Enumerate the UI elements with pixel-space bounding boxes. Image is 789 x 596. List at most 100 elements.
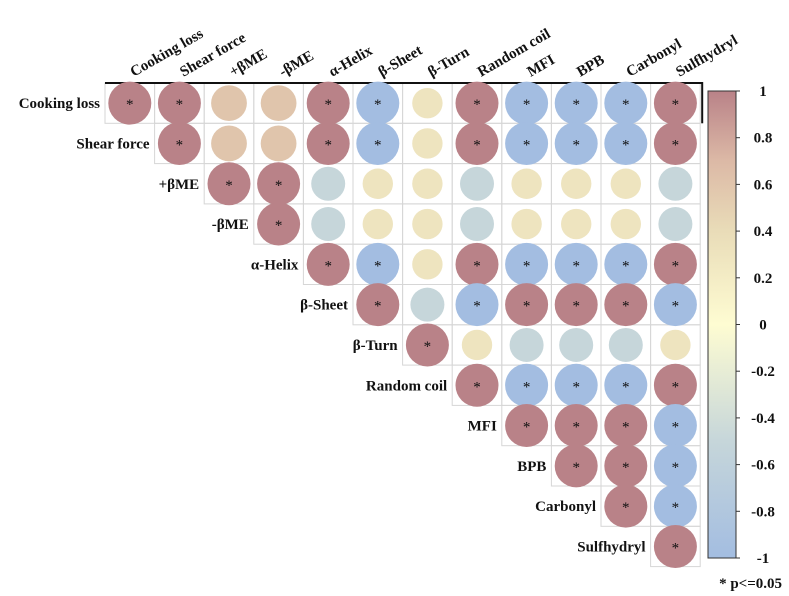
circle-me-random-coil xyxy=(460,166,494,201)
significance-star: * xyxy=(523,420,531,436)
circle-mfi-sulfhydryl xyxy=(653,404,697,448)
significance-star: * xyxy=(572,379,580,395)
significance-star: * xyxy=(572,137,580,153)
circle-random-coil-random-coil xyxy=(455,363,499,407)
circle-me-sulfhydryl xyxy=(658,207,693,242)
circle-me-helix xyxy=(311,207,346,242)
row-label-turn: β-Turn xyxy=(353,338,399,354)
circle-me-turn xyxy=(412,168,443,199)
significance-star: * xyxy=(622,420,630,436)
row-label-random-coil: Random coil xyxy=(366,378,447,394)
significance-star: * xyxy=(672,97,680,113)
significance-star: * xyxy=(324,137,332,153)
significance-star: * xyxy=(622,460,630,476)
circle-shear-force-bpb xyxy=(554,121,598,165)
circle-shear-force-sulfhydryl xyxy=(653,121,697,165)
significance-star: * xyxy=(473,379,481,395)
column-label-carbonyl: Carbonyl xyxy=(624,36,685,80)
circle-me-bpb xyxy=(561,168,592,199)
significance-star: * xyxy=(572,420,580,436)
significance-star: * xyxy=(275,178,283,194)
significance-star: * xyxy=(572,97,580,113)
circle-helix-carbonyl xyxy=(604,242,648,286)
circle-cooking-loss-turn xyxy=(412,87,443,119)
correlation-circles: * * * * * * * * * * * * * * * * * * * * * * * * * * * * * * * * * * * * * * * *… xyxy=(108,81,697,568)
colorbar-tick-label: -1 xyxy=(757,551,770,567)
significance-star: * xyxy=(324,258,332,274)
circle-helix-random-coil xyxy=(455,242,499,286)
circle-me-carbonyl xyxy=(610,168,641,199)
row-label-sulfhydryl: Sulfhydryl xyxy=(577,539,645,555)
column-label-sheet: β-Sheet xyxy=(376,43,425,81)
colorbar-gradient xyxy=(707,90,737,559)
colorbar-tick-label: -0.2 xyxy=(751,364,775,380)
significance-star: * xyxy=(672,500,680,516)
colorbar-tick-label: 0.2 xyxy=(754,271,773,287)
significance-star: * xyxy=(176,97,184,113)
circle-random-coil-bpb xyxy=(554,363,598,407)
significance-star: * xyxy=(473,137,481,153)
colorbar-tick-label: 0.8 xyxy=(754,131,773,147)
significance-star: * xyxy=(324,97,332,113)
significance-star: * xyxy=(622,299,630,315)
circle-shear-force-helix xyxy=(306,121,350,165)
circle-cooking-loss-helix xyxy=(306,81,350,125)
significance-star: * xyxy=(126,97,134,113)
circle-helix-sulfhydryl xyxy=(653,242,697,286)
significance-star: * xyxy=(473,258,481,274)
circle-cooking-loss-bpb xyxy=(554,81,598,125)
circle-shear-force-random-coil xyxy=(455,121,499,165)
circle-cooking-loss-shear-force xyxy=(157,81,201,125)
significance-star: * xyxy=(672,258,680,274)
circle-carbonyl-sulfhydryl xyxy=(653,484,697,528)
row-label-sheet: β-Sheet xyxy=(300,298,348,314)
significance-legend: * p<=0.05 xyxy=(719,576,782,592)
circle-random-coil-sulfhydryl xyxy=(653,363,697,407)
circle-sheet-sheet xyxy=(356,283,400,327)
significance-star: * xyxy=(473,299,481,315)
significance-star: * xyxy=(275,218,283,234)
column-label-bpb: BPB xyxy=(574,52,607,80)
colorbar-tick-label: 0.4 xyxy=(754,224,773,240)
circle-cooking-loss-me xyxy=(260,85,297,122)
circle-turn-carbonyl xyxy=(608,327,643,362)
circle-cooking-loss-cooking-loss xyxy=(108,81,152,125)
significance-star: * xyxy=(523,137,531,153)
significance-star: * xyxy=(374,137,382,153)
significance-star: * xyxy=(672,379,680,395)
significance-star: * xyxy=(523,379,531,395)
circle-sheet-bpb xyxy=(554,283,598,327)
circle-me-sulfhydryl xyxy=(658,166,693,201)
circle-helix-turn xyxy=(412,249,443,280)
circle-sheet-turn xyxy=(410,287,445,322)
significance-star: * xyxy=(424,339,432,355)
column-label-sulfhydryl: Sulfhydryl xyxy=(673,32,740,80)
circle-me-carbonyl xyxy=(610,208,641,240)
significance-star: * xyxy=(672,137,680,153)
circle-me-random-coil xyxy=(460,207,494,242)
circle-turn-random-coil xyxy=(461,329,493,361)
significance-star: * xyxy=(374,258,382,274)
circle-shear-force-me xyxy=(260,125,297,162)
significance-star: * xyxy=(523,299,531,315)
significance-star: * xyxy=(672,540,680,556)
colorbar: 1 0.8 0.6 0.4 0.2 0 -0.2 -0.4 -0.6 -0.8 -1 xyxy=(707,84,775,567)
circle-me-mfi xyxy=(511,208,542,240)
significance-star: * xyxy=(672,299,680,315)
circle-shear-force-sheet xyxy=(356,121,400,165)
circle-mfi-mfi xyxy=(505,404,549,448)
circle-carbonyl-carbonyl xyxy=(604,484,648,528)
circle-cooking-loss-carbonyl xyxy=(604,81,648,125)
circle-cooking-loss-mfi xyxy=(505,81,549,125)
circle-sheet-mfi xyxy=(505,283,549,327)
circle-shear-force-turn xyxy=(412,128,443,159)
colorbar-tick-label: -0.8 xyxy=(751,504,775,520)
circle-me-me xyxy=(207,162,251,206)
circle-bpb-sulfhydryl xyxy=(653,444,697,488)
circle-cooking-loss-random-coil xyxy=(455,81,499,125)
circle-helix-mfi xyxy=(505,242,549,286)
circle-bpb-bpb xyxy=(554,444,598,488)
circle-me-turn xyxy=(412,208,443,240)
circle-helix-bpb xyxy=(554,242,598,286)
circle-sheet-sulfhydryl xyxy=(653,283,697,327)
